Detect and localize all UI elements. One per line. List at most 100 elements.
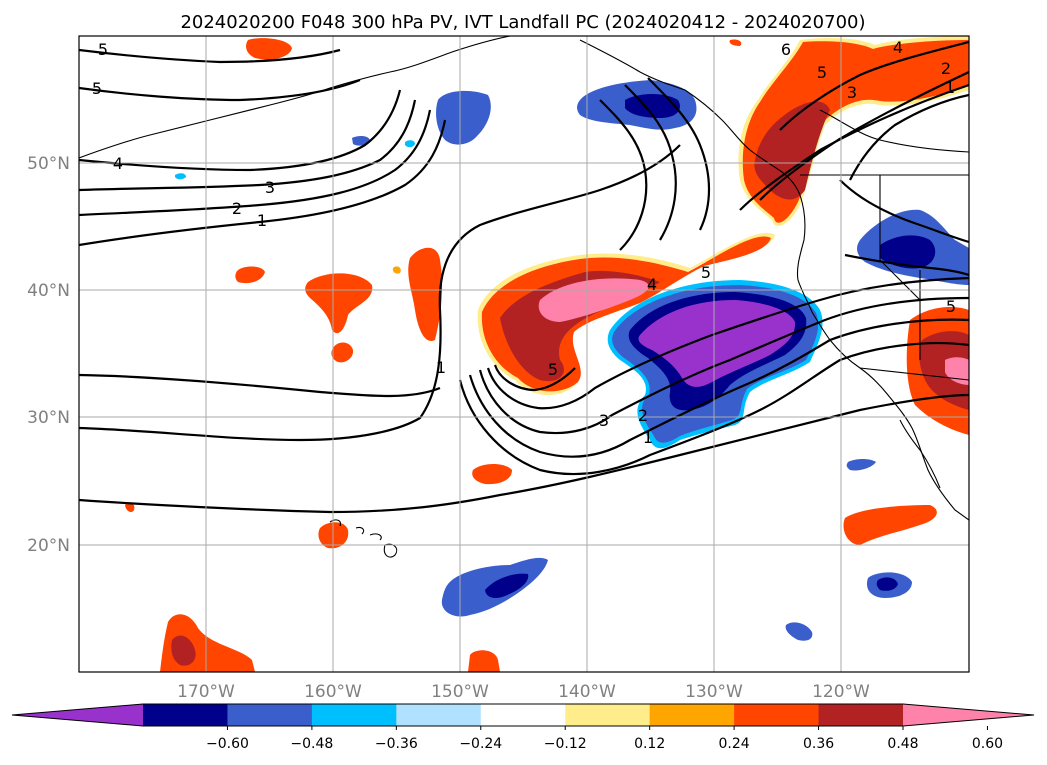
contour-label: 5 (701, 263, 711, 282)
lon-tick-label: 150°W (431, 682, 489, 702)
colorbar-tick-label: 0.12 (634, 736, 665, 752)
colorbar-swatch (734, 704, 820, 726)
lon-tick-label: 170°W (177, 682, 235, 702)
anomaly-blob-neg-6 (352, 135, 370, 146)
contour-label: 5 (817, 63, 827, 82)
anomaly-blob-5 (246, 38, 292, 60)
lat-tick-label: 20°N (27, 536, 70, 556)
negative-anomaly-fills (175, 80, 969, 641)
anomaly-blob-9 (171, 635, 196, 666)
colorbar-swatch (396, 704, 482, 726)
contour-label: 3 (265, 178, 275, 197)
hawaii-coastline (329, 519, 398, 558)
contour-line-5 (486, 276, 969, 410)
anomaly-region-subtrop-negative-navy (485, 573, 529, 598)
map-panel: 5 5 4 3 2 1 1 5 4 5 3 2 1 6 5 4 3 2 1 5 (79, 36, 969, 672)
anomaly-region-bc-darkred (754, 101, 830, 200)
colorbar-swatch (227, 704, 313, 726)
anomaly-region-sw-us-dark (919, 331, 969, 410)
contour-line-nw-5b (79, 78, 361, 102)
lat-tick-label: 50°N (27, 154, 70, 174)
colorbar-outline (11, 703, 1035, 727)
colorbar-tick-label: −0.24 (459, 736, 502, 752)
colorbar-extend-low (12, 704, 143, 726)
lon-tick-label: 160°W (304, 682, 362, 702)
colorbar-tick-label: 0.24 (719, 736, 750, 752)
colorbar-tick-label: 0.36 (803, 736, 834, 752)
anomaly-blob-1 (408, 247, 443, 341)
contour-line-ne-2 (759, 71, 969, 201)
contour-line-4 (478, 296, 969, 435)
anomaly-region-central-negative-purple (638, 300, 796, 387)
colorbar-tick-label: −0.36 (375, 736, 418, 752)
lon-tick-label: 130°W (685, 682, 743, 702)
anomaly-blob-10 (468, 650, 500, 672)
anomaly-region-interior-negative-navy (880, 235, 936, 269)
contour-label: 3 (847, 83, 857, 102)
contour-line-6 (493, 364, 576, 392)
lon-tick-labels: 170°W 160°W 150°W 140°W 130°W 120°W (177, 682, 870, 702)
contour-line-nw-1 (79, 119, 447, 247)
anomaly-blob-14 (729, 39, 742, 46)
lat-tick-labels: 50°N 40°N 30°N 20°N (27, 154, 70, 556)
anomaly-blob-12 (125, 502, 135, 513)
anomaly-blob-neg-3 (876, 577, 898, 591)
contour-labels: 5 5 4 3 2 1 1 5 4 5 3 2 1 6 5 4 3 2 1 5 (92, 38, 956, 447)
contour-label: 5 (548, 360, 558, 379)
gulf-of-alaska-coastline (579, 39, 801, 196)
contour-label: 2 (232, 199, 242, 218)
alaska-aleutians-coastline (79, 36, 511, 159)
contour-line-ne-ridge (839, 179, 969, 277)
colorbar-swatch (143, 704, 228, 726)
anomaly-blob-13 (392, 266, 401, 274)
contour-label: 1 (257, 211, 267, 230)
lat-tick-label: 40°N (27, 281, 70, 301)
contour-label: 6 (781, 40, 791, 59)
map-frame (78, 35, 970, 673)
contour-label: 1 (643, 428, 653, 447)
contour-label: 1 (945, 78, 955, 97)
baja-coastline (899, 419, 941, 489)
anomaly-blob-6 (472, 464, 512, 485)
anomaly-region-central-pink (538, 278, 649, 322)
colorbar-swatch (818, 704, 904, 726)
pv-contours (79, 40, 969, 514)
colorbar: −0.60 −0.48 −0.36 −0.24 −0.12 0.12 0.24 0.36 0.4… (11, 703, 1035, 752)
contour-label: 2 (941, 59, 951, 78)
colorbar-tick-label: −0.60 (206, 736, 249, 752)
contour-label: 4 (893, 38, 903, 57)
bc-inland-line (819, 109, 969, 153)
contour-line-1b (79, 373, 441, 398)
lon-tick-label: 140°W (558, 682, 616, 702)
coastlines (79, 36, 969, 558)
contour-line-outer (79, 393, 969, 514)
anomaly-blob-neg-8 (175, 173, 186, 180)
anomaly-blob-4 (331, 342, 354, 363)
contour-label: 4 (647, 275, 657, 294)
contour-line-ne-4 (779, 40, 969, 131)
colorbar-swatch (565, 704, 651, 726)
colorbar-swatch (311, 704, 397, 726)
lon-tick-label: 120°W (812, 682, 870, 702)
colorbar-extend-high (903, 704, 1034, 726)
anomaly-blob-neg-5 (846, 459, 876, 471)
contour-line-nw-4 (79, 89, 402, 172)
map-title: 2024020200 F048 300 hPa PV, IVT Landfall… (180, 12, 865, 33)
colorbar-tick-label: 0.60 (972, 736, 1003, 752)
contour-line-1 (79, 144, 681, 442)
contour-line-ne-3 (849, 93, 969, 181)
colorbar-tick-label: −0.48 (290, 736, 333, 752)
anomaly-blob-neg-7 (405, 140, 415, 148)
contour-label: 3 (599, 411, 609, 430)
colorbar-swatch (480, 704, 566, 726)
contour-label: 4 (113, 154, 123, 173)
contour-label: 1 (436, 358, 446, 377)
contour-line-3 (468, 318, 969, 458)
colorbar-tick-label: −0.12 (544, 736, 587, 752)
contour-line-ne-1 (739, 83, 969, 211)
anomaly-blob-neg-4 (785, 622, 813, 641)
contour-line-nw-5 (79, 48, 341, 64)
gridlines (79, 36, 969, 672)
colorbar-swatch (649, 704, 735, 726)
anomaly-blob-11 (843, 505, 937, 545)
